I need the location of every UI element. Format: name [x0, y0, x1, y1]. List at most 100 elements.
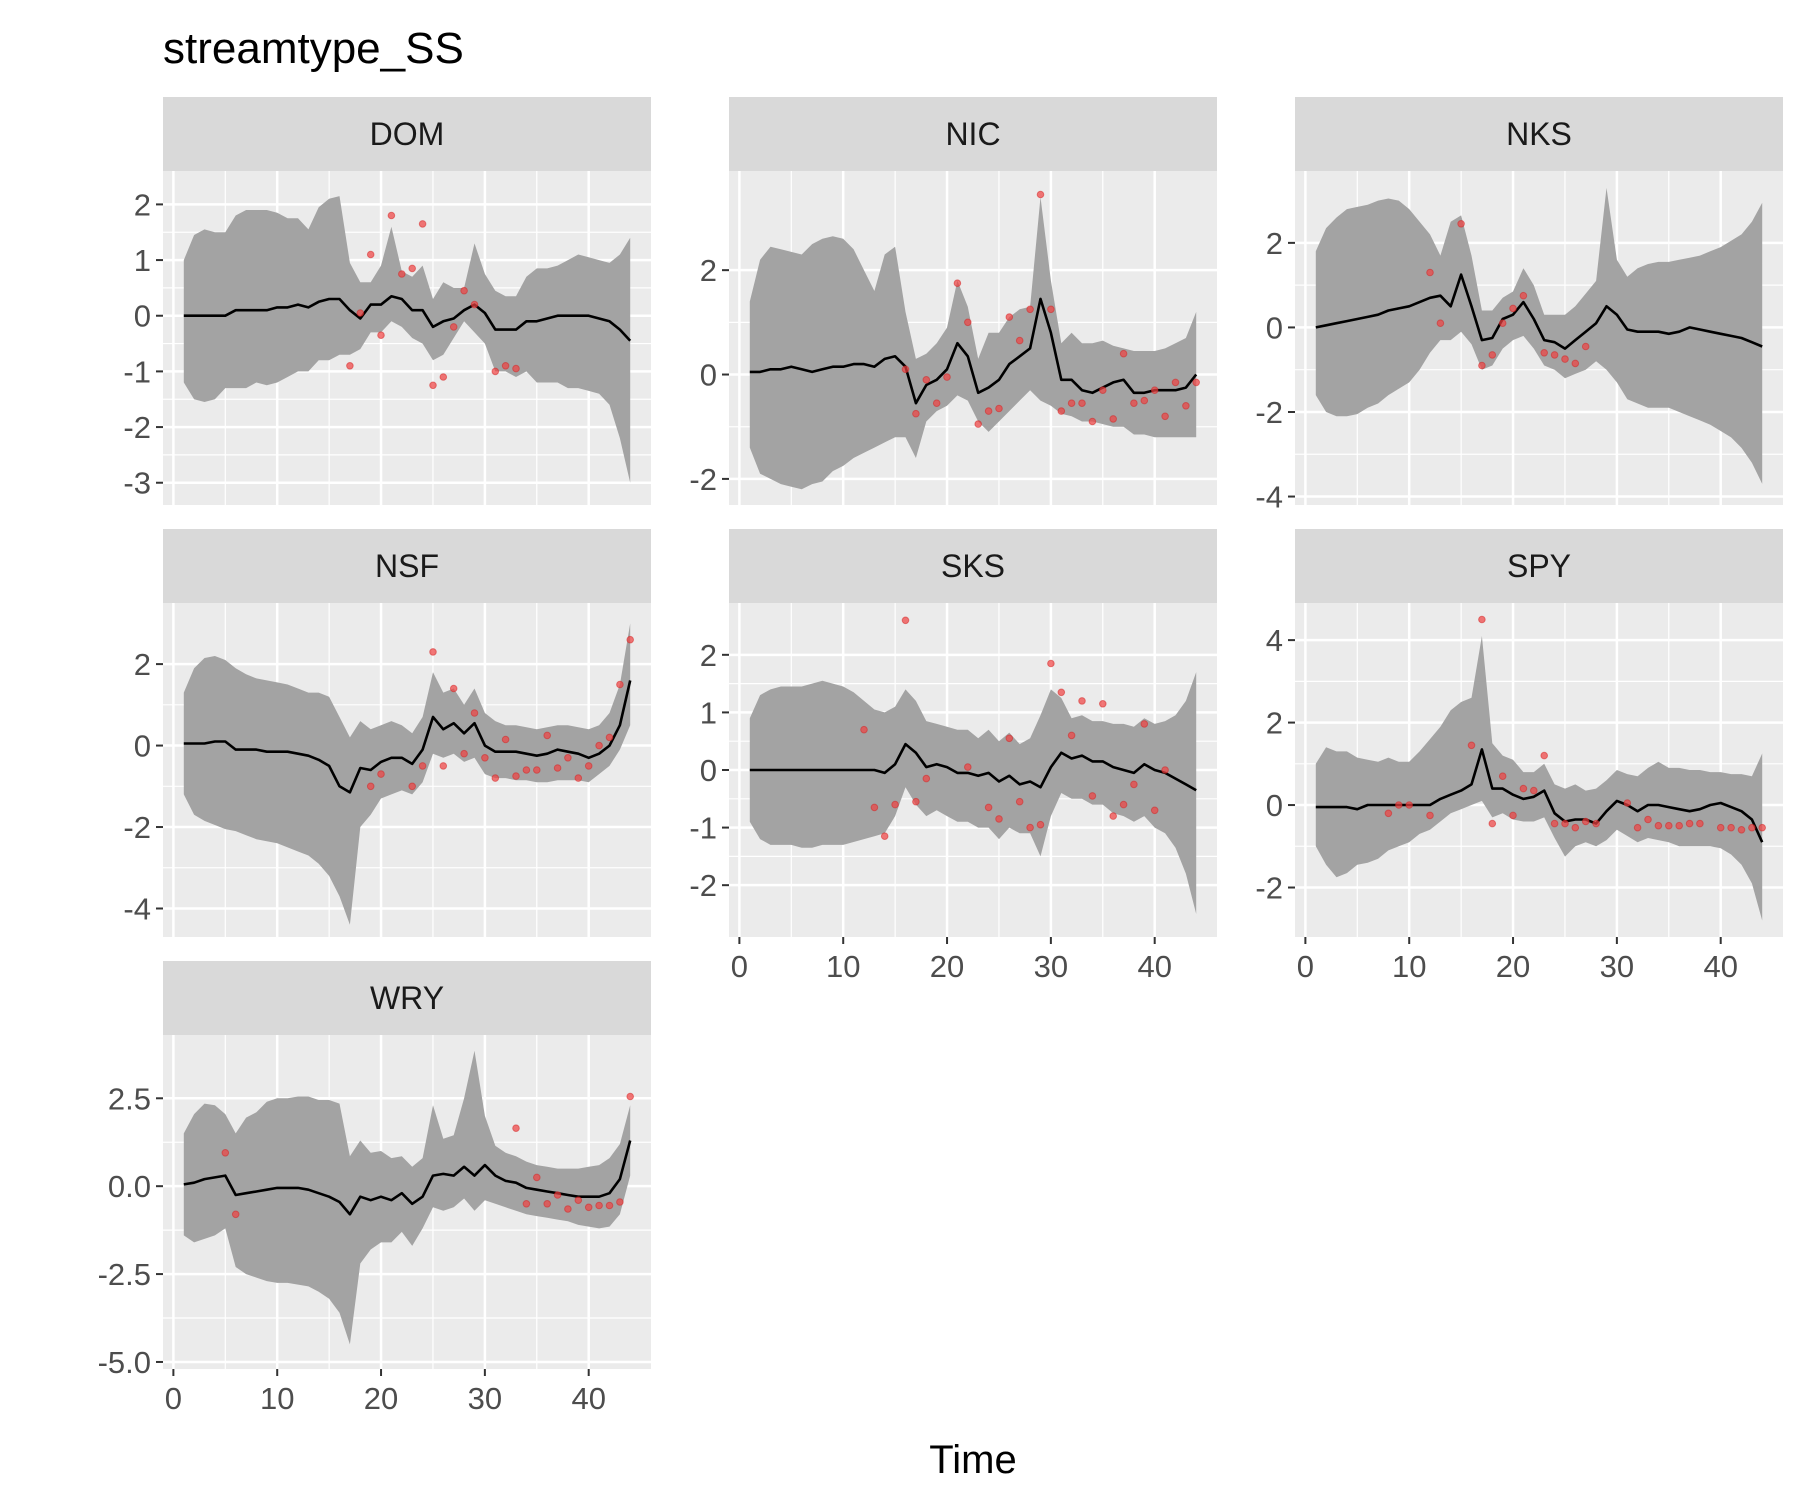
data-point — [943, 373, 951, 381]
data-point — [1561, 355, 1569, 363]
facet-label-nic: NIC — [945, 116, 1000, 152]
y-tick-label: -2.5 — [98, 1257, 151, 1292]
data-point — [1748, 823, 1756, 832]
data-point — [449, 684, 458, 693]
data-point — [1005, 734, 1014, 743]
data-point — [984, 803, 993, 812]
data-point — [891, 800, 899, 809]
data-point — [564, 754, 572, 762]
data-point — [1099, 386, 1107, 395]
data-point — [1161, 412, 1169, 421]
data-point — [1119, 800, 1128, 809]
data-point — [512, 772, 520, 780]
data-point — [449, 323, 458, 331]
data-point — [429, 381, 437, 390]
data-point — [1540, 349, 1548, 357]
data-point — [616, 680, 624, 689]
facet-strip-nsf — [163, 529, 651, 603]
data-point — [605, 1201, 614, 1210]
observed-points-nsf — [366, 635, 635, 791]
data-point — [418, 762, 427, 770]
data-point — [1436, 319, 1445, 328]
x-tick-label: 40 — [1703, 949, 1737, 984]
data-point — [408, 264, 417, 273]
data-point — [1509, 304, 1517, 313]
data-point — [231, 1210, 240, 1219]
y-tick-label: 0 — [1266, 788, 1283, 823]
data-point — [964, 763, 972, 771]
data-point — [626, 635, 635, 644]
y-tick-label: 0 — [134, 299, 151, 334]
data-point — [1171, 378, 1180, 387]
data-point — [584, 762, 593, 770]
data-point — [912, 797, 920, 806]
data-point — [1488, 819, 1497, 828]
facet-strip-nks — [1295, 97, 1783, 171]
data-point — [1036, 190, 1045, 199]
data-point — [1119, 349, 1128, 358]
data-point — [1478, 615, 1486, 624]
fitted-line-nks — [1315, 273, 1763, 350]
data-point — [1026, 823, 1034, 832]
y-tick-label: -2 — [689, 868, 717, 903]
data-point — [1561, 819, 1569, 828]
y-tick-label: -5.0 — [98, 1345, 151, 1380]
data-point — [398, 270, 406, 278]
x-tick-label: 20 — [930, 949, 964, 984]
data-point — [1078, 697, 1086, 705]
data-point — [616, 1198, 624, 1206]
data-point — [1509, 811, 1517, 820]
y-tick-label: -2 — [1255, 395, 1283, 430]
data-point — [1140, 720, 1149, 728]
data-point — [1581, 817, 1590, 826]
y-tick-label: 2 — [134, 187, 151, 222]
y-tick-label: 1 — [700, 695, 717, 730]
confidence-band-nsf — [183, 623, 631, 925]
data-point — [1498, 772, 1507, 781]
data-point — [491, 367, 500, 376]
data-point — [1571, 823, 1580, 832]
data-point — [1015, 797, 1024, 806]
y-tick-label: 4 — [1266, 623, 1283, 658]
data-point — [1530, 786, 1538, 795]
data-point — [901, 365, 910, 374]
facet-label-sks: SKS — [941, 548, 1005, 584]
data-point — [512, 364, 520, 373]
y-tick-label: 2 — [700, 253, 717, 288]
y-tick-label: 1 — [134, 243, 151, 278]
y-tick-label: -3 — [123, 466, 151, 501]
facet-strip-sks — [729, 529, 1217, 603]
data-point — [564, 1205, 572, 1213]
observed-points-nic — [901, 190, 1200, 428]
data-point — [1130, 780, 1138, 789]
data-point — [1550, 819, 1559, 828]
data-point — [1130, 399, 1138, 408]
data-point — [460, 749, 468, 758]
y-tick-label: 2 — [134, 647, 151, 682]
data-point — [1519, 784, 1528, 793]
x-axis-title: Time — [929, 1438, 1016, 1482]
data-point — [1067, 731, 1076, 740]
data-point — [1623, 799, 1632, 807]
y-tick-label: 0.0 — [108, 1169, 151, 1204]
data-point — [439, 762, 448, 770]
y-tick-label: -2 — [689, 462, 717, 497]
fitted-line-dom — [183, 294, 632, 342]
data-point — [974, 420, 983, 428]
data-point — [481, 754, 489, 762]
data-point — [1384, 809, 1393, 818]
data-point — [543, 1200, 552, 1208]
data-point — [366, 250, 375, 259]
data-point — [1675, 821, 1683, 830]
data-point — [995, 815, 1003, 823]
facet-dom: DOM 2 1 0 -1 -2 -3 — [123, 97, 651, 505]
data-point — [221, 1149, 230, 1157]
facet-panels: DOM210-1-2-3NIC20-2NKS20-2-4NSF20-2-4SKS… — [98, 97, 1783, 1416]
data-point — [1426, 268, 1434, 277]
data-point — [1005, 313, 1014, 321]
observed-points-nks — [1426, 220, 1590, 370]
data-point — [1654, 821, 1663, 830]
y-tick-label: -4 — [123, 891, 151, 926]
